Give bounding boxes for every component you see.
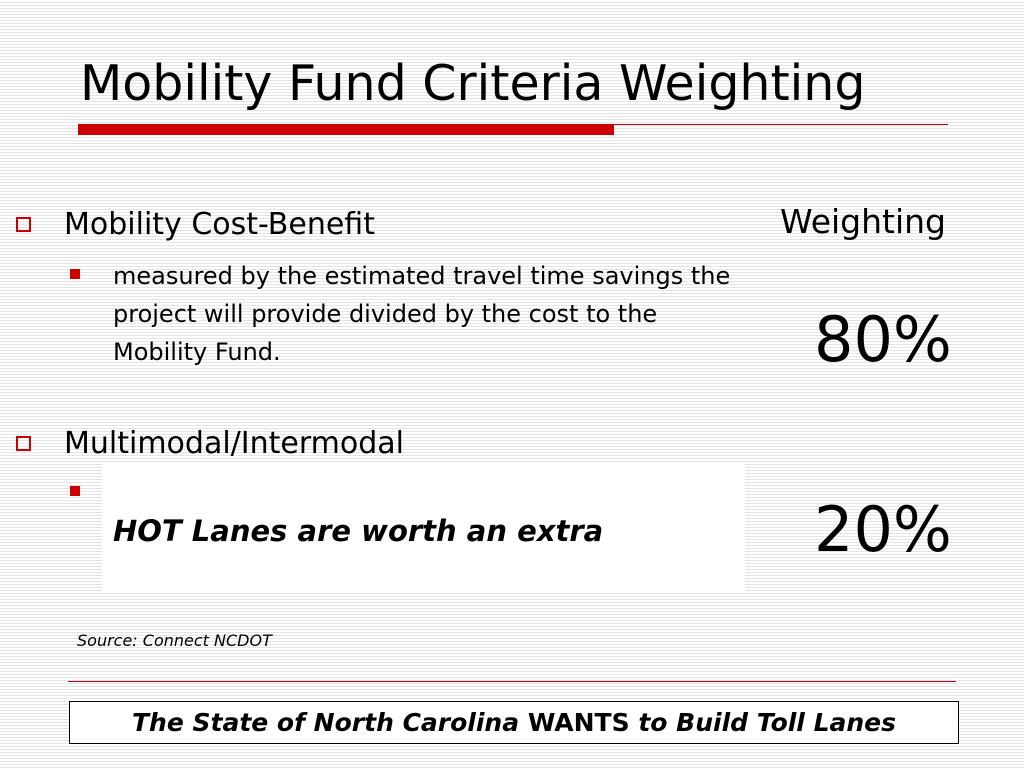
hollow-square-bullet-icon [16, 217, 31, 232]
banner-text-part1: The State of North Carolina [131, 708, 528, 737]
weighting-header: Weighting [780, 202, 946, 241]
callout-text: HOT Lanes are worth an extra [113, 514, 604, 548]
callout-box [102, 462, 745, 593]
source-note: Source: Connect NCDOT [77, 631, 272, 650]
slide-title: Mobility Fund Criteria Weighting [80, 55, 866, 112]
solid-square-bullet-icon [70, 486, 80, 496]
banner-text-wants: WANTS [527, 708, 630, 737]
banner: The State of North Carolina WANTS to Bui… [69, 701, 959, 744]
banner-text-part3: to Build Toll Lanes [629, 708, 897, 737]
criterion-description: measured by the estimated travel time sa… [113, 262, 731, 366]
criterion-mobility-cost-benefit: Mobility Cost-Benefit [64, 207, 375, 242]
bottom-divider [68, 681, 956, 682]
title-underline-line [614, 124, 948, 125]
weighting-value-multimodal: 20% [814, 493, 952, 566]
title-underline-bar [78, 124, 614, 135]
hollow-square-bullet-icon [16, 436, 31, 451]
solid-square-bullet-icon [70, 269, 80, 279]
criterion-multimodal: Multimodal/Intermodal [64, 426, 405, 461]
weighting-value-mobility: 80% [814, 303, 952, 376]
